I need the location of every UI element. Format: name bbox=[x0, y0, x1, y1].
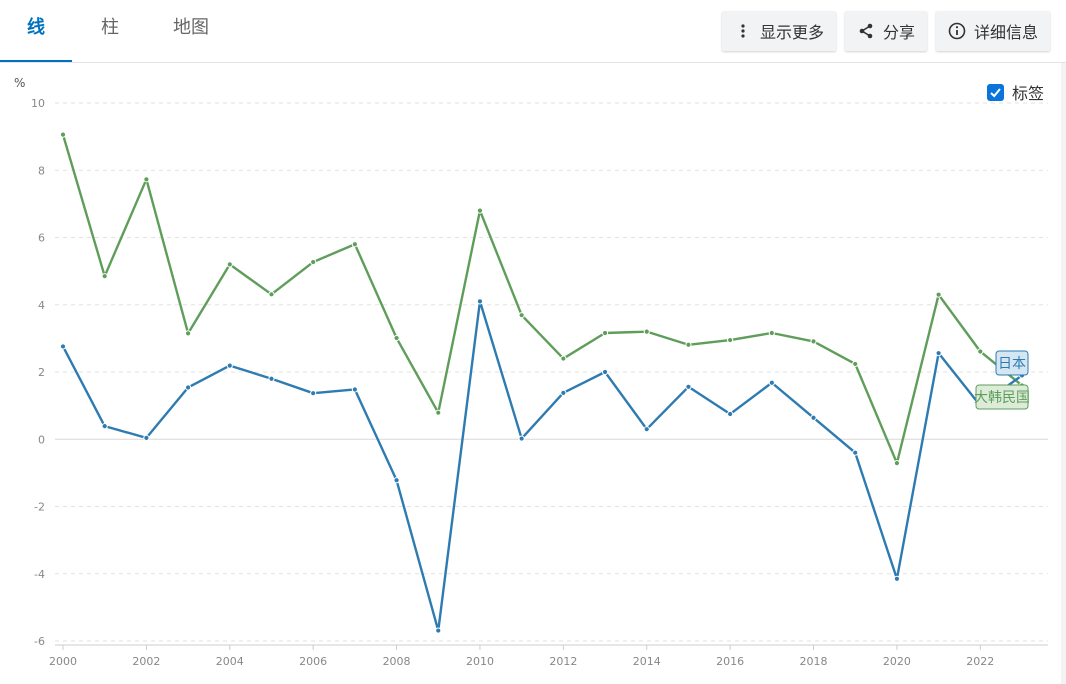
data-point[interactable] bbox=[643, 328, 650, 335]
x-axis-ticks: 2000 2002 2004 2006 2008 2010 2012 2014 2016 2018… bbox=[49, 644, 1048, 668]
x-tick-label: 2006 bbox=[299, 655, 327, 668]
x-tick-label: 2002 bbox=[132, 655, 160, 668]
checkbox-checked-icon[interactable] bbox=[986, 83, 1004, 101]
x-tick-label: 2008 bbox=[383, 655, 411, 668]
data-point[interactable] bbox=[810, 338, 817, 345]
y-axis-unit: % bbox=[14, 76, 25, 90]
data-point[interactable] bbox=[143, 176, 150, 183]
data-point[interactable] bbox=[852, 360, 859, 368]
data-point[interactable] bbox=[59, 131, 67, 138]
y-axis-ticks: 10 8 6 4 2 0 -2 -4 -6 bbox=[31, 97, 45, 648]
details-button[interactable]: 详细信息 bbox=[935, 11, 1050, 51]
y-tick-label: 0 bbox=[38, 433, 45, 446]
series-label-box bbox=[995, 350, 1029, 376]
line-chart: % 10 8 6 4 2 0 -2 -4 -6 2000 2002 2004 2006 2008 2010… bbox=[14, 76, 1048, 668]
share-label: 分享 bbox=[882, 23, 915, 42]
labels-toggle-label: 标签 bbox=[1011, 84, 1044, 103]
data-point[interactable] bbox=[435, 409, 442, 416]
series-end-label: 大韩民国 bbox=[974, 390, 1030, 406]
data-point[interactable] bbox=[226, 261, 233, 268]
data-point[interactable] bbox=[393, 477, 400, 484]
data-point[interactable] bbox=[768, 329, 775, 337]
share-button[interactable]: 分享 bbox=[844, 11, 927, 51]
x-tick-label: 2012 bbox=[549, 655, 577, 668]
x-tick-label: 2000 bbox=[49, 655, 77, 668]
data-point[interactable] bbox=[560, 389, 567, 396]
y-tick-label: 2 bbox=[38, 366, 45, 379]
series-end-label: 日本 bbox=[998, 356, 1026, 372]
data-point[interactable] bbox=[977, 348, 984, 355]
data-point[interactable] bbox=[393, 334, 400, 342]
data-point[interactable] bbox=[184, 384, 192, 391]
details-label: 详细信息 bbox=[973, 23, 1038, 42]
series-line[interactable] bbox=[61, 134, 1023, 465]
labels-toggle[interactable]: 标签 bbox=[986, 80, 1044, 104]
scrollbar[interactable] bbox=[1061, 63, 1066, 684]
data-point[interactable] bbox=[435, 627, 442, 634]
data-point[interactable] bbox=[184, 330, 192, 337]
series-label-box bbox=[975, 384, 1029, 410]
info-icon bbox=[948, 22, 966, 40]
share-icon bbox=[857, 22, 875, 40]
data-point[interactable] bbox=[476, 298, 484, 305]
data-point[interactable] bbox=[685, 341, 692, 348]
header-divider bbox=[0, 62, 1066, 63]
data-point[interactable] bbox=[518, 435, 525, 442]
data-point[interactable] bbox=[268, 291, 275, 298]
data-point[interactable] bbox=[226, 362, 233, 369]
tab-map[interactable]: 地图 bbox=[173, 17, 209, 38]
series-group bbox=[59, 131, 1026, 634]
data-point[interactable] bbox=[601, 329, 609, 337]
data-point[interactable] bbox=[685, 383, 692, 390]
data-point[interactable] bbox=[143, 434, 150, 442]
y-tick-label: -6 bbox=[34, 635, 45, 648]
data-point[interactable] bbox=[351, 241, 358, 248]
x-tick-label: 2022 bbox=[966, 655, 994, 668]
data-point[interactable] bbox=[518, 312, 525, 319]
x-tick-label: 2016 bbox=[716, 655, 744, 668]
data-point[interactable] bbox=[893, 575, 901, 582]
y-tick-label: 6 bbox=[38, 232, 45, 245]
toolbar: 显示更多 分享 详细信息 bbox=[721, 11, 1050, 51]
data-point[interactable] bbox=[852, 449, 859, 456]
data-point[interactable] bbox=[727, 410, 734, 418]
data-point[interactable] bbox=[310, 258, 317, 266]
x-tick-label: 2018 bbox=[800, 655, 828, 668]
data-point[interactable] bbox=[101, 423, 108, 430]
more-vertical-icon bbox=[734, 22, 752, 40]
tab-bar[interactable]: 柱 bbox=[101, 17, 119, 38]
y-tick-label: -4 bbox=[34, 568, 45, 581]
data-point[interactable] bbox=[601, 368, 609, 376]
x-tick-label: 2010 bbox=[466, 655, 494, 668]
show-more-button[interactable]: 显示更多 bbox=[721, 11, 836, 51]
y-tick-label: 8 bbox=[38, 164, 45, 177]
data-point[interactable] bbox=[59, 343, 67, 350]
data-point[interactable] bbox=[935, 350, 942, 357]
x-tick-label: 2004 bbox=[216, 655, 244, 668]
data-point[interactable] bbox=[268, 375, 275, 382]
x-tick-label: 2014 bbox=[633, 655, 661, 668]
data-point[interactable] bbox=[768, 379, 775, 386]
grid-lines bbox=[55, 102, 1048, 642]
data-point[interactable] bbox=[727, 336, 734, 344]
data-point[interactable] bbox=[101, 273, 108, 280]
x-tick-label: 2020 bbox=[883, 655, 911, 668]
data-point[interactable] bbox=[560, 355, 567, 362]
y-tick-label: -2 bbox=[34, 501, 45, 514]
data-point[interactable] bbox=[310, 390, 317, 397]
data-point[interactable] bbox=[351, 386, 358, 393]
y-tick-label: 4 bbox=[38, 299, 45, 312]
y-tick-label: 10 bbox=[31, 97, 45, 110]
data-point[interactable] bbox=[810, 414, 817, 421]
series-line[interactable] bbox=[61, 300, 1023, 632]
show-more-label: 显示更多 bbox=[759, 23, 824, 42]
tab-line[interactable]: 线 bbox=[0, 0, 72, 62]
data-point[interactable] bbox=[893, 460, 901, 467]
data-point[interactable] bbox=[643, 426, 650, 433]
data-point[interactable] bbox=[476, 207, 484, 214]
data-point[interactable] bbox=[935, 291, 942, 298]
chart-type-tabs: 线 柱 地图 bbox=[0, 0, 440, 62]
